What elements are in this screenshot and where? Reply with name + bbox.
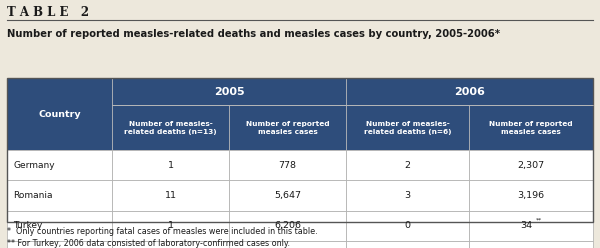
- Bar: [112, 181, 229, 211]
- Bar: [7, 211, 112, 241]
- Text: 2: 2: [404, 161, 410, 170]
- Bar: [346, 78, 593, 105]
- Text: Country: Country: [38, 110, 81, 119]
- Text: Number of measles-
related deaths (n=13): Number of measles- related deaths (n=13): [124, 121, 217, 135]
- Text: 3: 3: [404, 191, 411, 200]
- Bar: [112, 241, 229, 248]
- Bar: [229, 105, 346, 150]
- Text: 11: 11: [164, 191, 176, 200]
- Bar: [469, 241, 593, 248]
- Text: 5,647: 5,647: [274, 191, 301, 200]
- Bar: [346, 211, 469, 241]
- Bar: [112, 150, 229, 181]
- Text: 778: 778: [278, 161, 296, 170]
- Bar: [469, 150, 593, 181]
- Bar: [229, 181, 346, 211]
- Bar: [112, 105, 229, 150]
- Text: 1: 1: [168, 161, 174, 170]
- Bar: [346, 181, 469, 211]
- Bar: [7, 78, 593, 222]
- Bar: [469, 105, 593, 150]
- Text: **: **: [536, 217, 542, 222]
- Bar: [7, 78, 112, 150]
- Text: 2006: 2006: [454, 87, 485, 97]
- Text: 34: 34: [520, 221, 532, 230]
- Bar: [7, 181, 112, 211]
- Bar: [346, 150, 469, 181]
- Text: Number of reported
measles cases: Number of reported measles cases: [489, 121, 573, 135]
- Bar: [346, 105, 469, 150]
- Bar: [469, 211, 593, 241]
- Bar: [112, 211, 229, 241]
- Bar: [469, 181, 593, 211]
- Text: 2,307: 2,307: [517, 161, 545, 170]
- Text: Romania: Romania: [13, 191, 53, 200]
- Bar: [229, 150, 346, 181]
- Bar: [112, 78, 346, 105]
- Text: *  Only countries reporting fatal cases of measles were included in this table.: * Only countries reporting fatal cases o…: [7, 227, 318, 236]
- Text: 6,206: 6,206: [274, 221, 301, 230]
- Text: T A B L E   2: T A B L E 2: [7, 6, 89, 19]
- Text: Germany: Germany: [13, 161, 55, 170]
- Text: 2005: 2005: [214, 87, 245, 97]
- Bar: [7, 241, 112, 248]
- Bar: [229, 241, 346, 248]
- Text: 3,196: 3,196: [517, 191, 545, 200]
- Text: 1: 1: [168, 221, 174, 230]
- Text: Number of reported
measles cases: Number of reported measles cases: [246, 121, 329, 135]
- Text: Turkey: Turkey: [13, 221, 43, 230]
- Bar: [229, 211, 346, 241]
- Bar: [7, 150, 112, 181]
- Bar: [346, 241, 469, 248]
- Text: Number of reported measles-related deaths and measles cases by country, 2005-200: Number of reported measles-related death…: [7, 29, 500, 38]
- Text: Number of measles-
related deaths (n=6): Number of measles- related deaths (n=6): [364, 121, 451, 135]
- Text: ** For Turkey, 2006 data consisted of laboratory-confirmed cases only.: ** For Turkey, 2006 data consisted of la…: [7, 239, 290, 248]
- Text: 0: 0: [404, 221, 410, 230]
